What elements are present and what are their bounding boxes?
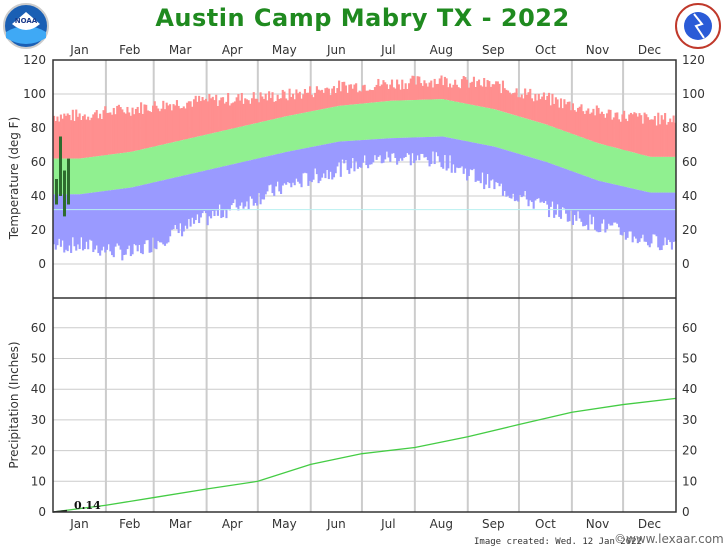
svg-text:Jun: Jun <box>326 43 346 57</box>
svg-text:Aug: Aug <box>430 43 453 57</box>
svg-text:80: 80 <box>31 121 46 135</box>
precipitation-plot: 0.14 <box>52 397 677 513</box>
svg-text:Temperature (deg F): Temperature (deg F) <box>7 117 21 241</box>
svg-text:20: 20 <box>682 223 697 237</box>
svg-text:60: 60 <box>31 155 46 169</box>
svg-text:120: 120 <box>682 53 705 67</box>
svg-text:Feb: Feb <box>119 43 140 57</box>
svg-text:20: 20 <box>31 223 46 237</box>
svg-text:100: 100 <box>682 87 705 101</box>
chart-frame <box>52 59 677 513</box>
svg-text:40: 40 <box>682 189 697 203</box>
svg-text:40: 40 <box>682 382 697 396</box>
svg-text:40: 40 <box>31 189 46 203</box>
svg-text:0: 0 <box>38 257 46 271</box>
svg-text:Jun: Jun <box>326 517 346 531</box>
svg-text:Jul: Jul <box>380 517 395 531</box>
image-credit: Image created: Wed. 12 Jan 2022 <box>474 537 642 547</box>
svg-text:May: May <box>272 43 297 57</box>
svg-text:NOAA: NOAA <box>15 17 38 25</box>
temperature-bands <box>53 75 677 261</box>
svg-text:10: 10 <box>682 474 697 488</box>
svg-text:Jan: Jan <box>69 517 89 531</box>
svg-text:0.14: 0.14 <box>74 499 101 512</box>
svg-text:Sep: Sep <box>482 43 505 57</box>
svg-text:30: 30 <box>682 413 697 427</box>
svg-text:Sep: Sep <box>482 517 505 531</box>
svg-text:Apr: Apr <box>222 43 243 57</box>
svg-text:40: 40 <box>31 382 46 396</box>
svg-text:Mar: Mar <box>169 517 192 531</box>
svg-text:100: 100 <box>23 87 46 101</box>
svg-text:Dec: Dec <box>638 43 661 57</box>
nws-logo-icon <box>675 3 721 49</box>
svg-text:0: 0 <box>38 505 46 519</box>
svg-text:May: May <box>272 517 297 531</box>
svg-text:Nov: Nov <box>586 43 609 57</box>
svg-text:50: 50 <box>682 352 697 366</box>
svg-text:Jan: Jan <box>69 43 89 57</box>
svg-text:20: 20 <box>682 444 697 458</box>
svg-text:10: 10 <box>31 474 46 488</box>
svg-text:Oct: Oct <box>535 43 556 57</box>
watermark: ©www.lexaar.com <box>614 532 724 546</box>
svg-text:Nov: Nov <box>586 517 609 531</box>
svg-text:120: 120 <box>23 53 46 67</box>
chart-title: Austin Camp Mabry TX - 2022 <box>155 4 570 32</box>
svg-text:Feb: Feb <box>119 517 140 531</box>
svg-text:Aug: Aug <box>430 517 453 531</box>
svg-text:60: 60 <box>682 321 697 335</box>
svg-text:60: 60 <box>682 155 697 169</box>
svg-text:Oct: Oct <box>535 517 556 531</box>
svg-text:Mar: Mar <box>169 43 192 57</box>
svg-text:Precipitation (Inches): Precipitation (Inches) <box>7 341 21 468</box>
svg-text:Jul: Jul <box>380 43 395 57</box>
svg-text:30: 30 <box>31 413 46 427</box>
noaa-logo-icon: NOAA <box>3 3 49 49</box>
svg-text:80: 80 <box>682 121 697 135</box>
svg-text:20: 20 <box>31 444 46 458</box>
svg-text:60: 60 <box>31 321 46 335</box>
svg-text:Apr: Apr <box>222 517 243 531</box>
svg-text:Dec: Dec <box>638 517 661 531</box>
axis-labels: Jan Jan Feb Feb Mar Mar Apr Apr May May Jun Jun Jul J… <box>7 43 705 531</box>
svg-text:50: 50 <box>31 352 46 366</box>
svg-text:0: 0 <box>682 505 690 519</box>
svg-text:0: 0 <box>682 257 690 271</box>
